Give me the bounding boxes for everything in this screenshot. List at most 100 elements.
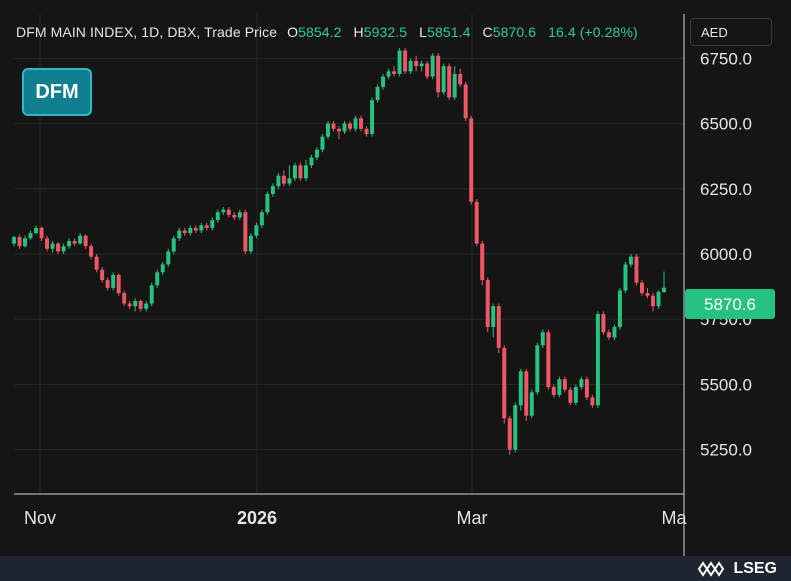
- candle-body: [122, 293, 127, 304]
- candle: [265, 191, 270, 215]
- candle: [199, 222, 204, 234]
- candle: [243, 209, 248, 254]
- candle: [232, 212, 237, 221]
- candle-body: [634, 256, 639, 283]
- candle-body: [111, 274, 116, 288]
- candle-body: [436, 55, 441, 93]
- candle-body: [551, 387, 556, 395]
- candle-body: [314, 149, 319, 158]
- last-price-label: 5870.6: [704, 295, 756, 314]
- candle: [601, 311, 606, 335]
- candle-body: [254, 225, 259, 236]
- candle-body: [353, 118, 358, 129]
- low-value: 5851.4: [427, 24, 471, 40]
- candle-body: [155, 272, 160, 286]
- candle-body: [518, 371, 523, 406]
- candle-body: [469, 118, 474, 202]
- candle: [595, 311, 600, 408]
- candle: [414, 55, 419, 72]
- candle: [215, 209, 220, 223]
- candle-body: [606, 332, 611, 338]
- candle: [370, 97, 375, 137]
- candle: [662, 271, 666, 293]
- candle-body: [83, 235, 88, 247]
- candle-body: [276, 175, 281, 187]
- candle-body: [348, 123, 352, 129]
- candle-body: [579, 379, 584, 388]
- candle-body: [259, 212, 264, 226]
- candle: [524, 368, 529, 421]
- candle: [28, 230, 33, 240]
- candle: [557, 376, 562, 398]
- last-price-tag-bg: [685, 289, 775, 319]
- candle: [540, 329, 545, 348]
- candle: [210, 217, 215, 231]
- candle-body: [546, 332, 551, 388]
- candle-body: [193, 227, 198, 231]
- candle-body: [491, 306, 496, 328]
- y-tick-label: 5250.0: [700, 441, 752, 460]
- candle: [17, 234, 22, 249]
- candle: [342, 120, 347, 134]
- candle: [430, 53, 435, 80]
- close-value: 5870.6: [492, 24, 537, 40]
- candle-body: [309, 157, 314, 166]
- candle: [507, 415, 512, 455]
- candlestick-chart[interactable]: 6750.06500.06250.06000.05750.05500.05250…: [0, 0, 791, 556]
- lseg-text: LSEG: [733, 560, 777, 577]
- candle-body: [502, 347, 507, 419]
- y-tick-label: 6750.0: [700, 49, 752, 68]
- x-tick-label: 2026: [237, 508, 277, 528]
- candle-body: [303, 165, 308, 179]
- y-tick-label: 6250.0: [700, 180, 752, 199]
- candle: [535, 342, 540, 395]
- candle: [612, 324, 617, 341]
- candle-body: [557, 379, 562, 395]
- y-tick-label: 6500.0: [700, 115, 752, 134]
- candle-body: [639, 282, 644, 294]
- candle: [320, 134, 325, 153]
- candle: [419, 60, 424, 72]
- candle: [628, 254, 633, 268]
- candle-body: [34, 227, 39, 234]
- candle: [606, 329, 611, 341]
- candle-body: [215, 212, 220, 221]
- x-tick-label: Nov: [24, 508, 56, 528]
- candle: [568, 387, 573, 406]
- open-value: 5854.2: [298, 24, 342, 40]
- candle-body: [23, 238, 27, 247]
- last-price-tag: 5870.6: [685, 289, 775, 319]
- candle: [309, 154, 314, 168]
- candle: [502, 345, 507, 424]
- candle-body: [166, 251, 171, 265]
- candle-body: [651, 295, 655, 307]
- candle-body: [138, 300, 143, 309]
- candle: [248, 233, 253, 254]
- close-label: C: [482, 24, 493, 40]
- candle-body: [160, 264, 165, 273]
- candle-body: [298, 165, 303, 179]
- chart-panel[interactable]: 6750.0 6500.0 6250.0 6000.0 5750.0 5500.0 5250…: [0, 0, 791, 556]
- candle-body: [50, 243, 55, 249]
- candle-body: [447, 66, 452, 98]
- candle-body: [375, 87, 380, 101]
- candle: [562, 376, 567, 393]
- candle: [61, 243, 66, 254]
- candle-body: [441, 66, 446, 93]
- candle: [188, 225, 193, 236]
- currency-selector[interactable]: AED: [690, 18, 772, 46]
- candle-body: [513, 405, 518, 450]
- candle-body: [573, 387, 578, 403]
- candle-body: [56, 243, 61, 252]
- candle: [100, 267, 105, 283]
- candle-body: [116, 274, 121, 294]
- candle-body: [524, 371, 529, 416]
- candle: [348, 120, 352, 132]
- candle-body: [430, 55, 435, 77]
- candle: [518, 368, 523, 411]
- candle-body: [662, 287, 666, 293]
- candle-body: [612, 327, 617, 338]
- candle: [67, 238, 72, 249]
- candle: [645, 287, 650, 299]
- candle: [314, 147, 319, 161]
